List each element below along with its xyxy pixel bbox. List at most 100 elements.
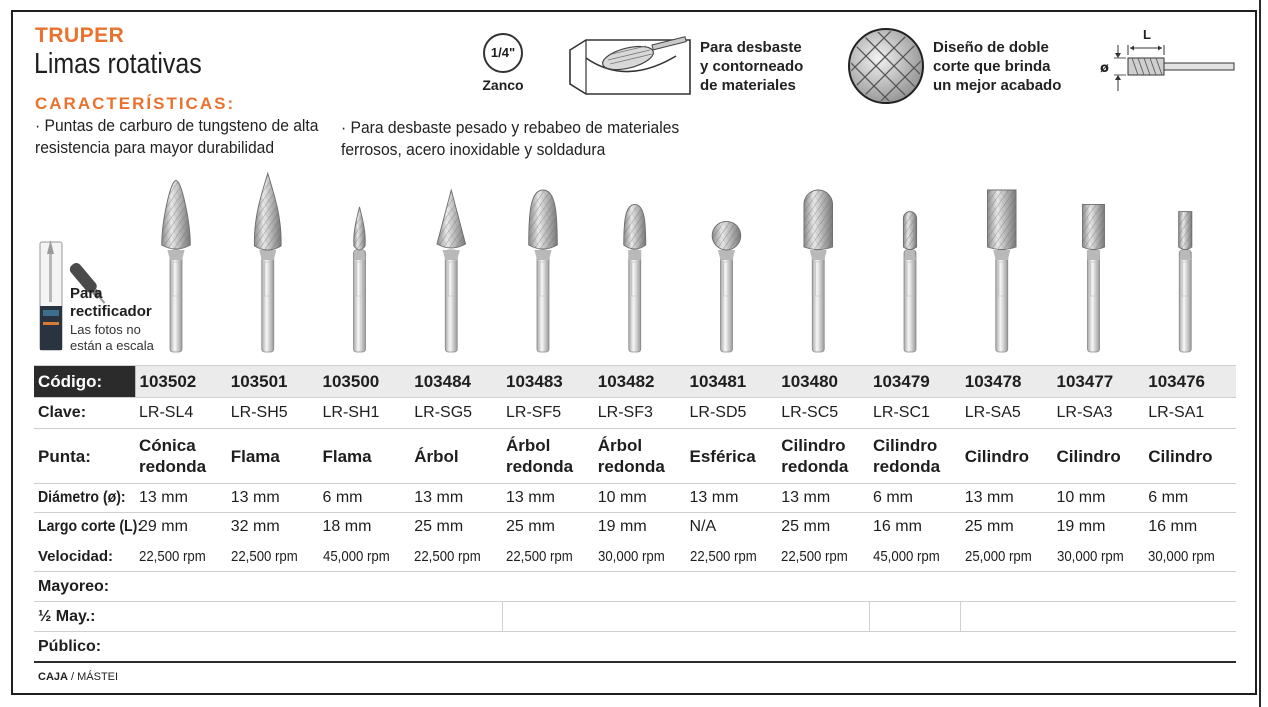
medio-mayoreo-value — [869, 601, 962, 632]
diametro-row: Diámetro (ø): 13 mm 13 mm 6 mm 13 mm 13 … — [34, 483, 1236, 513]
shank-label: Zanco — [482, 77, 524, 93]
velocidad-value: 22,500 rpm — [689, 547, 757, 565]
punta-label: Punta: — [34, 428, 135, 484]
code-cell: 103478 — [960, 365, 1053, 398]
code-cell: 103502 — [134, 365, 227, 398]
dimension-length-label: L — [1143, 27, 1151, 42]
publico-row: Público: — [34, 631, 1236, 663]
grinder-label-line-1: Para — [70, 285, 103, 302]
feature-bullet-1: · Puntas de carburo de tungsteno de alta… — [35, 116, 319, 157]
largo-cell: 25 mm — [506, 518, 555, 535]
medio-mayoreo-value — [960, 601, 1236, 632]
mayoreo-row: Mayoreo: — [34, 571, 1236, 602]
shank-size-icon: 1/4" — [483, 33, 523, 73]
largo-cell: 32 mm — [230, 518, 280, 535]
velocidad-value: 22,500 rpm — [781, 547, 849, 565]
velocidad-value: 45,000 rpm — [873, 547, 940, 565]
velocidad-label: Velocidad: — [34, 541, 135, 572]
diametro-cell: 13 mm — [410, 483, 502, 513]
code-cell: 103483 — [502, 365, 594, 398]
clave-cell: LR-SC1 — [869, 397, 961, 429]
diametro-cell: 13 mm — [226, 483, 319, 513]
diametro-cell: 13 mm — [960, 483, 1053, 513]
deburr-line-3: de materiales — [700, 77, 796, 94]
largo-cell: 25 mm — [964, 518, 1014, 535]
diametro-cell: 13 mm — [135, 483, 227, 513]
medio-mayoreo-row: ½ May.: — [34, 601, 1236, 632]
grinder-icon — [69, 262, 106, 304]
largo-cell: 16 mm — [1148, 518, 1198, 535]
code-cell: 103481 — [685, 365, 778, 398]
code-cell: 103479 — [869, 365, 961, 398]
medio-mayoreo-value — [502, 601, 870, 632]
double-cut-line-3: un mejor acabado — [933, 77, 1062, 94]
clave-cell: LR-SH1 — [318, 397, 411, 429]
clave-row: Clave: LR-SL4 LR-SH5 LR-SH1 LR-SG5 LR-SF… — [34, 397, 1236, 429]
punta-cell: Árbol redonda — [593, 428, 686, 484]
scale-note: Las fotos no están a escala — [70, 322, 154, 354]
clave-cell: LR-SA1 — [1144, 397, 1236, 429]
velocidad-cell: 22,500 rpm — [685, 541, 778, 572]
velocidad-value: 25,000 rpm — [964, 547, 1032, 565]
scale-note-line-1: Las fotos no — [70, 322, 141, 337]
code-cell: 103482 — [593, 365, 686, 398]
largo-cell: N/A — [689, 518, 717, 535]
velocidad-cell: 45,000 rpm — [318, 541, 411, 572]
velocidad-cell: 22,500 rpm — [777, 541, 869, 572]
largo-cell: 19 mm — [1056, 518, 1106, 535]
velocidad-value: 30,000 rpm — [597, 547, 665, 565]
velocidad-value: 22,500 rpm — [230, 547, 298, 565]
punta-cell: Cilindro — [960, 428, 1053, 484]
clave-cell: LR-SH5 — [226, 397, 319, 429]
velocidad-cell: 22,500 rpm — [135, 541, 227, 572]
velocidad-value: 30,000 rpm — [1148, 547, 1216, 565]
mayoreo-label: Mayoreo: — [34, 571, 135, 602]
velocidad-value: 22,500 rpm — [139, 547, 206, 565]
dimension-diameter-label: ø — [1100, 61, 1109, 76]
largo-row: Largo corte (L): 29 mm 32 mm 18 mm 25 mm… — [34, 513, 1236, 542]
diametro-cell: 13 mm — [502, 483, 594, 513]
deburr-workpiece-icon — [569, 36, 691, 95]
velocidad-value: 45,000 rpm — [322, 547, 390, 565]
velocidad-cell: 22,500 rpm — [502, 541, 594, 572]
deburr-description: Para desbaste y contorneado de materiale… — [700, 38, 803, 95]
clave-cell: LR-SG5 — [410, 397, 502, 429]
medio-mayoreo-label: ½ May.: — [34, 601, 135, 632]
punta-cell: Cónica redonda — [135, 428, 227, 484]
footer-caja-master: CAJA / MÁSTEI — [38, 671, 118, 683]
velocidad-row: Velocidad: 22,500 rpm 22,500 rpm 45,000 … — [34, 541, 1236, 572]
velocidad-value: 30,000 rpm — [1056, 547, 1124, 565]
diametro-label-text: Diámetro (ø): — [38, 489, 126, 506]
punta-cell: Flama — [318, 428, 411, 484]
velocidad-cell: 30,000 rpm — [593, 541, 686, 572]
velocidad-value: 22,500 rpm — [506, 547, 573, 565]
double-cut-line-1: Diseño de doble — [933, 39, 1049, 56]
punta-cell: Cilindro — [1052, 428, 1145, 484]
clave-cell: LR-SD5 — [685, 397, 778, 429]
medio-mayoreo-value — [135, 601, 503, 632]
largo-cell: 18 mm — [322, 518, 372, 535]
clave-cell: LR-SA5 — [960, 397, 1053, 429]
clave-cell: LR-SL4 — [135, 397, 227, 429]
diametro-cell: 6 mm — [1144, 483, 1236, 513]
largo-cell: 25 mm — [414, 518, 464, 535]
footer-caja: CAJA — [38, 671, 68, 683]
diametro-cell: 13 mm — [777, 483, 869, 513]
largo-cell: 29 mm — [139, 518, 188, 535]
velocidad-cell: 30,000 rpm — [1052, 541, 1145, 572]
largo-cell: 25 mm — [781, 518, 831, 535]
feature-bullet-2: · Para desbaste pesado y rebabeo de mate… — [341, 118, 680, 159]
features-heading: CARACTERÍSTICAS: — [35, 94, 236, 113]
largo-cell: 19 mm — [597, 518, 647, 535]
largo-label: Largo corte (L): — [34, 513, 142, 542]
largo-label-text: Largo corte (L): — [38, 518, 143, 535]
spec-table: Código: 103502 103501 103500 103484 1034… — [34, 365, 1236, 663]
clave-label: Clave: — [34, 397, 135, 429]
code-row: Código: 103502 103501 103500 103484 1034… — [34, 365, 1236, 398]
deburr-line-2: y contorneado — [700, 58, 804, 75]
code-cell: 103477 — [1052, 365, 1145, 398]
footer-master: / MÁSTEI — [71, 671, 119, 683]
page-title: Limas rotativas — [34, 48, 202, 80]
grinder-label-line-2: rectificador — [70, 303, 152, 320]
code-cell: 103480 — [777, 365, 869, 398]
